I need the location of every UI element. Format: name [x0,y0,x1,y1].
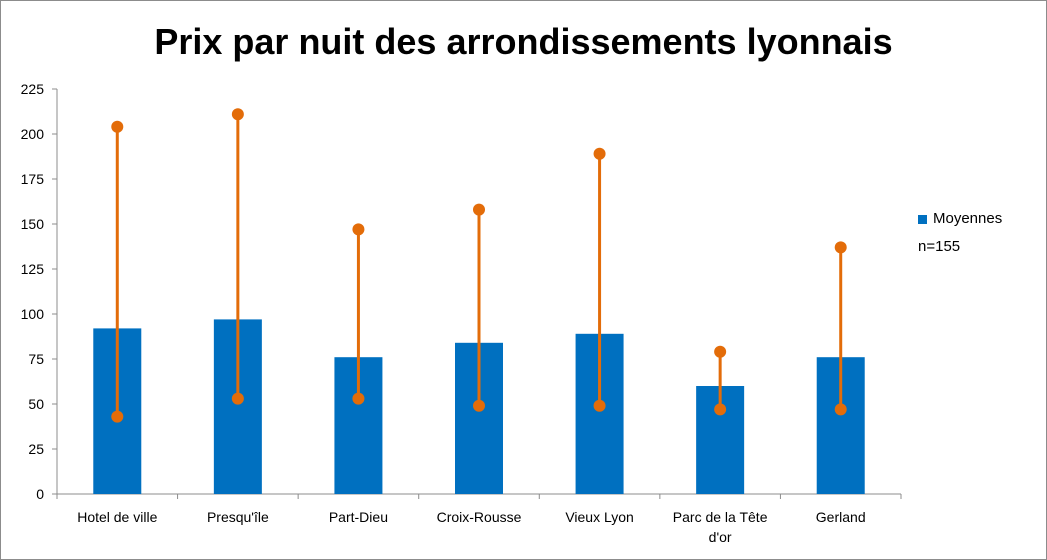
legend-swatch [918,214,927,224]
chart-title: Prix par nuit des arrondissements lyonna… [154,21,893,62]
range-max-point [593,147,606,160]
range-max-point [714,345,727,358]
y-tick-label: 225 [21,81,45,97]
y-tick-label: 175 [21,171,45,187]
y-tick-label: 0 [36,486,44,502]
range-max-point [473,203,485,216]
range-min-point [473,399,485,412]
range-max-point [111,120,124,133]
x-tick-label: Parc de la Tête d'or [673,509,768,545]
y-tick-label: 100 [21,306,45,322]
range-min-point [834,403,847,416]
legend-item-moyennes: Moyennes [918,209,1002,229]
y-tick-label: 125 [21,261,45,277]
range-min-point [111,410,124,423]
y-tick-label: 75 [28,351,44,367]
x-tick-label: Hotel de ville [77,509,157,525]
range-min-point [352,392,365,405]
legend-note: n=155 [918,238,961,255]
y-tick-label: 200 [21,126,45,142]
x-tick-label: Gerland [816,509,866,525]
y-tick-label: 25 [28,441,44,457]
y-tick-label: 50 [28,396,44,412]
legend-label: Moyennes [933,210,1003,227]
range-min-point [593,399,606,412]
range-max-point [834,241,847,254]
range-min-point [231,392,244,405]
x-tick-label: Part-Dieu [329,509,388,525]
range-max-point [352,223,365,236]
legend: Moyennes n=155 [918,209,1002,257]
y-tick-label: 150 [21,216,45,232]
range-max-point [231,108,244,121]
x-tick-label: Vieux Lyon [565,509,634,525]
range-min-point [714,403,727,416]
x-tick-label: Presqu'île [207,509,269,525]
x-tick-label: Croix-Rousse [437,509,522,525]
